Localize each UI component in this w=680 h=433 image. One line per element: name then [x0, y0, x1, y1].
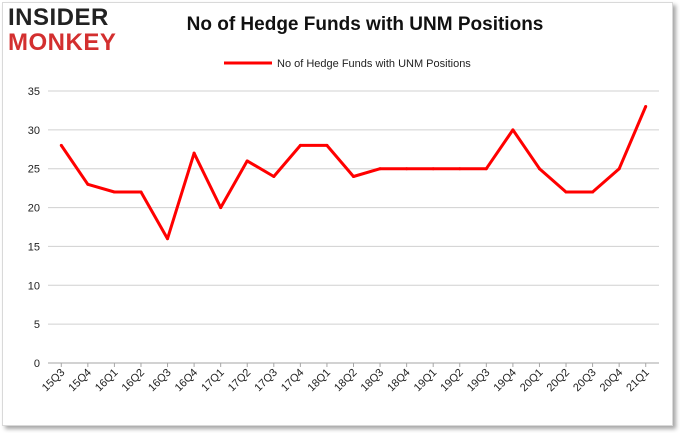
data-point [298, 143, 302, 147]
chart-title: No of Hedge Funds with UNM Positions [186, 14, 544, 35]
data-point [59, 143, 63, 147]
logo-top-text: INSIDER [8, 4, 109, 31]
data-point [166, 237, 170, 241]
x-tick-label: 20Q4 [598, 367, 626, 395]
data-point [192, 151, 196, 155]
y-tick-label: 25 [28, 164, 40, 176]
x-tick-label: 17Q4 [279, 367, 307, 395]
grid-lines [48, 90, 659, 364]
y-tick-label: 15 [28, 241, 40, 253]
x-tick-label: 16Q1 [93, 367, 121, 395]
data-point [219, 206, 223, 210]
y-tick-label: 35 [28, 86, 40, 98]
x-tick-label: 18Q1 [306, 367, 334, 395]
x-tick-label: 20Q2 [545, 367, 573, 395]
y-tick-label: 20 [28, 203, 40, 215]
data-point [139, 190, 143, 194]
data-point [352, 174, 355, 178]
data-point [86, 182, 90, 186]
data-point [458, 167, 462, 171]
data-point [564, 190, 568, 194]
data-point [537, 167, 541, 171]
x-tick-label: 18Q4 [385, 367, 413, 395]
data-point [591, 190, 595, 194]
data-point [511, 128, 515, 132]
data-point [272, 174, 276, 178]
x-tick-label: 15Q4 [66, 367, 94, 395]
series-line-0 [60, 105, 648, 241]
data-point [378, 167, 382, 171]
legend: No of Hedge Funds with UNM Positions [224, 58, 471, 70]
x-tick-label: 16Q3 [146, 367, 174, 395]
y-tick-label: 10 [28, 280, 40, 292]
data-point [431, 167, 435, 171]
x-tick-label: 17Q3 [252, 367, 280, 395]
data-point [405, 167, 409, 171]
x-tick-label: 18Q2 [332, 367, 360, 395]
data-point [112, 190, 116, 194]
y-tick-label: 30 [28, 125, 40, 137]
x-tick-label: 19Q4 [491, 367, 519, 395]
x-tick-label: 18Q3 [359, 367, 387, 395]
x-tick-label: 17Q1 [199, 367, 227, 395]
y-tick-label: 0 [34, 358, 40, 370]
x-tick-label: 17Q2 [226, 367, 254, 395]
insider-monkey-logo: INSIDER MONKEY [8, 6, 116, 55]
x-tick-label: 16Q4 [173, 367, 201, 395]
series-group [59, 105, 648, 241]
chart-frame [2, 2, 673, 426]
x-tick-label: 19Q3 [465, 367, 493, 395]
y-tick-label: 5 [34, 319, 40, 331]
logo-bottom-text: MONKEY [8, 29, 117, 56]
data-point [644, 105, 648, 109]
data-point [484, 167, 488, 171]
legend-label: No of Hedge Funds with UNM Positions [277, 58, 471, 70]
x-tick-label: 15Q3 [40, 367, 68, 395]
x-tick-label: 20Q3 [571, 367, 599, 395]
data-point [617, 167, 621, 171]
x-tick-label: 20Q1 [518, 367, 546, 395]
data-point [245, 159, 249, 163]
x-tick-label: 16Q2 [120, 367, 148, 395]
y-axis-ticks: 0 5 10 15 20 25 30 35 [28, 86, 40, 370]
x-tick-label: 19Q2 [438, 367, 466, 395]
data-point [325, 143, 329, 147]
x-axis-ticks: 15Q3 15Q4 16Q1 16Q2 16Q3 16Q4 17Q1 17Q2 17Q3 17Q4… [40, 363, 652, 394]
x-tick-label: 19Q1 [412, 367, 440, 395]
x-tick-label: 21Q1 [624, 367, 652, 395]
